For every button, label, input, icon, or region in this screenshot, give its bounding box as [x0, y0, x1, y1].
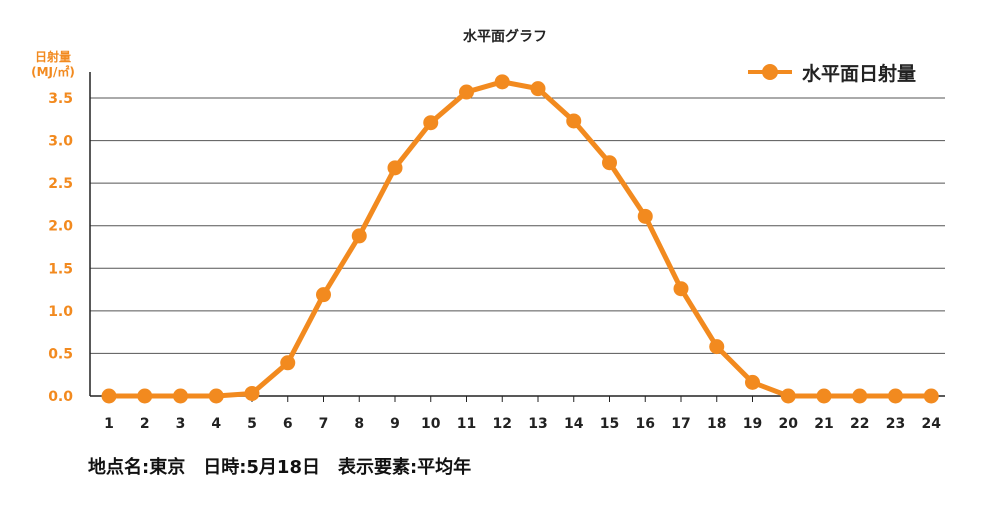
x-tick-label: 13 [528, 416, 547, 432]
x-tick-label: 15 [600, 416, 619, 432]
x-tick-label: 10 [421, 416, 441, 432]
footer-location: 地点名:東京 [88, 457, 186, 478]
footer-info: 地点名:東京 日時:5月18日 表示要素:平均年 [88, 453, 489, 479]
data-point [423, 115, 439, 131]
chart-title: 水平面グラフ [463, 29, 547, 45]
data-point [244, 385, 260, 401]
y-tick-labels: 0.0 0.5 1.0 1.5 2.0 2.5 3.0 3.5 [48, 91, 73, 405]
x-tick-label: 17 [671, 416, 690, 432]
grid-lines [90, 97, 945, 354]
data-point [137, 388, 153, 404]
data-point [208, 388, 224, 404]
data-point [745, 374, 760, 390]
x-tick-labels: 1 2 3 4 5 6 7 8 9 10 11 12 13 14 15 16 17 18 19 20 21 22 23 24 [104, 416, 941, 432]
data-point [101, 388, 117, 404]
y-tick-label: 1.0 [48, 304, 73, 320]
y-axis-label-line1: 日射量 [34, 50, 71, 64]
axes [89, 72, 945, 402]
data-point [316, 287, 331, 303]
x-tick-label: 18 [707, 416, 726, 432]
x-tick-label: 19 [743, 416, 762, 432]
data-point [280, 355, 296, 371]
x-tick-label: 12 [493, 416, 512, 432]
x-tick-label: 23 [886, 416, 905, 432]
x-tick-label: 11 [457, 416, 476, 432]
data-point [888, 388, 903, 404]
x-tick-label: 14 [564, 416, 584, 432]
data-point [852, 388, 868, 404]
x-tick-label: 5 [247, 416, 257, 432]
data-point [494, 74, 510, 90]
x-tick-label: 3 [176, 416, 186, 432]
data-point [780, 388, 796, 404]
data-point [637, 208, 653, 224]
y-tick-label: 2.0 [48, 219, 73, 235]
data-point [387, 160, 403, 176]
data-point [709, 339, 725, 355]
data-point [530, 81, 546, 97]
series-layer [101, 74, 939, 404]
x-tick-label: 7 [319, 416, 329, 432]
x-tick-label: 16 [636, 416, 655, 432]
x-tick-label: 8 [354, 416, 364, 432]
x-tick-label: 22 [850, 416, 869, 432]
data-point [673, 281, 689, 297]
x-tick-label: 20 [779, 416, 799, 432]
data-point [923, 388, 939, 404]
y-tick-label: 0.5 [48, 346, 73, 362]
legend-marker-icon [748, 60, 792, 84]
footer-element: 表示要素:平均年 [337, 457, 472, 478]
x-tick-label: 24 [922, 416, 942, 432]
y-tick-label: 3.0 [48, 134, 73, 150]
y-tick-label: 1.5 [48, 261, 73, 277]
x-tick-label: 4 [211, 416, 221, 432]
x-tick-label: 9 [390, 416, 400, 432]
y-tick-label: 3.5 [48, 91, 73, 107]
series-line [106, 79, 934, 399]
data-point [602, 155, 617, 171]
x-tick-label: 21 [814, 416, 833, 432]
data-point [173, 388, 188, 404]
x-tick-label: 2 [140, 416, 150, 432]
y-tick-label: 0.0 [48, 389, 73, 405]
footer-datetime: 日時:5月18日 [203, 457, 320, 478]
data-point [566, 113, 582, 129]
data-point [816, 388, 832, 404]
y-axis-unit-label: 日射量 (MJ/㎡) [22, 50, 84, 80]
y-axis-label-line2: (MJ/㎡) [31, 65, 75, 79]
legend: 水平面日射量 [748, 60, 917, 85]
data-point [351, 228, 367, 244]
x-tick-label: 1 [104, 416, 114, 432]
legend-label: 水平面日射量 [802, 62, 917, 85]
x-tick-label: 6 [283, 416, 293, 432]
data-point [459, 84, 474, 100]
y-tick-label: 2.5 [48, 176, 73, 192]
